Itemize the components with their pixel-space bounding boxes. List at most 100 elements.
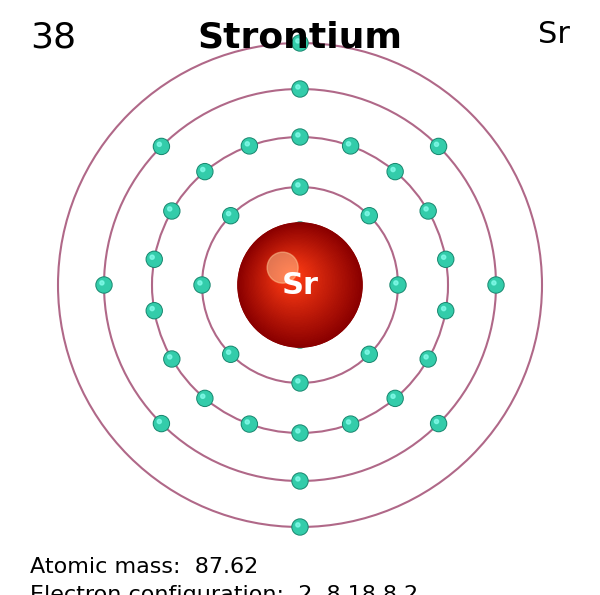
Circle shape	[275, 261, 310, 295]
Circle shape	[387, 390, 403, 406]
Circle shape	[293, 82, 307, 96]
Circle shape	[256, 240, 338, 323]
Circle shape	[247, 232, 350, 335]
Circle shape	[274, 258, 313, 298]
Circle shape	[296, 183, 300, 187]
Circle shape	[292, 222, 308, 238]
Circle shape	[292, 179, 308, 195]
Circle shape	[165, 204, 179, 218]
Circle shape	[279, 264, 305, 290]
Circle shape	[296, 379, 300, 383]
Circle shape	[286, 271, 295, 280]
Circle shape	[390, 277, 406, 293]
Circle shape	[194, 277, 210, 293]
Text: Sr: Sr	[538, 20, 570, 49]
Circle shape	[260, 245, 331, 317]
Circle shape	[278, 263, 307, 292]
Circle shape	[277, 262, 308, 293]
Circle shape	[257, 242, 337, 321]
Circle shape	[296, 226, 300, 230]
Circle shape	[439, 252, 453, 267]
Text: Atomic mass:  87.62: Atomic mass: 87.62	[30, 557, 258, 577]
Circle shape	[97, 278, 111, 292]
Circle shape	[238, 223, 362, 347]
Circle shape	[264, 249, 326, 311]
Circle shape	[362, 347, 376, 361]
Circle shape	[268, 252, 322, 306]
Circle shape	[223, 208, 239, 224]
Circle shape	[421, 204, 435, 218]
Circle shape	[343, 138, 359, 154]
Circle shape	[293, 36, 307, 50]
Circle shape	[424, 355, 428, 359]
Circle shape	[292, 129, 308, 145]
Circle shape	[270, 255, 318, 303]
Circle shape	[296, 429, 300, 433]
Circle shape	[293, 520, 307, 534]
Circle shape	[292, 425, 308, 441]
Circle shape	[292, 332, 308, 348]
Circle shape	[488, 277, 504, 293]
Circle shape	[167, 207, 172, 211]
Circle shape	[438, 303, 454, 319]
Circle shape	[239, 224, 360, 345]
Circle shape	[361, 346, 377, 362]
Circle shape	[267, 252, 298, 283]
Circle shape	[292, 35, 308, 51]
Circle shape	[272, 257, 315, 300]
Circle shape	[164, 203, 180, 219]
Circle shape	[266, 251, 323, 308]
Circle shape	[198, 165, 212, 178]
Circle shape	[146, 303, 162, 319]
Circle shape	[224, 209, 238, 223]
Circle shape	[154, 139, 169, 155]
Circle shape	[150, 306, 154, 311]
Circle shape	[251, 236, 345, 330]
Circle shape	[100, 281, 104, 285]
Circle shape	[164, 351, 180, 367]
Circle shape	[283, 268, 300, 285]
Circle shape	[242, 417, 256, 431]
Circle shape	[387, 164, 403, 180]
Circle shape	[296, 85, 300, 89]
Circle shape	[259, 244, 333, 318]
Circle shape	[343, 416, 359, 432]
Circle shape	[344, 417, 358, 431]
Circle shape	[296, 336, 300, 340]
Circle shape	[293, 223, 307, 237]
Circle shape	[420, 203, 436, 219]
Circle shape	[293, 180, 307, 194]
Circle shape	[253, 238, 341, 327]
Circle shape	[245, 142, 250, 146]
Circle shape	[421, 352, 435, 366]
Circle shape	[292, 81, 308, 97]
Circle shape	[439, 303, 453, 318]
Circle shape	[198, 281, 202, 285]
Circle shape	[223, 346, 239, 362]
Circle shape	[245, 230, 352, 337]
Circle shape	[227, 211, 231, 216]
Circle shape	[244, 229, 353, 339]
Circle shape	[227, 350, 231, 354]
Circle shape	[197, 164, 213, 180]
Circle shape	[438, 251, 454, 267]
Circle shape	[391, 278, 405, 292]
Circle shape	[147, 303, 161, 318]
Circle shape	[346, 142, 350, 146]
Circle shape	[150, 255, 154, 259]
Circle shape	[249, 234, 347, 331]
Circle shape	[195, 278, 209, 292]
Circle shape	[165, 352, 179, 366]
Circle shape	[420, 351, 436, 367]
Circle shape	[157, 142, 161, 146]
Circle shape	[492, 281, 496, 285]
Circle shape	[434, 419, 439, 424]
Circle shape	[275, 259, 311, 296]
Circle shape	[284, 269, 299, 284]
Circle shape	[296, 523, 300, 527]
Circle shape	[154, 139, 169, 154]
Circle shape	[442, 255, 446, 259]
Circle shape	[292, 519, 308, 535]
Circle shape	[424, 207, 428, 211]
Circle shape	[245, 420, 250, 424]
